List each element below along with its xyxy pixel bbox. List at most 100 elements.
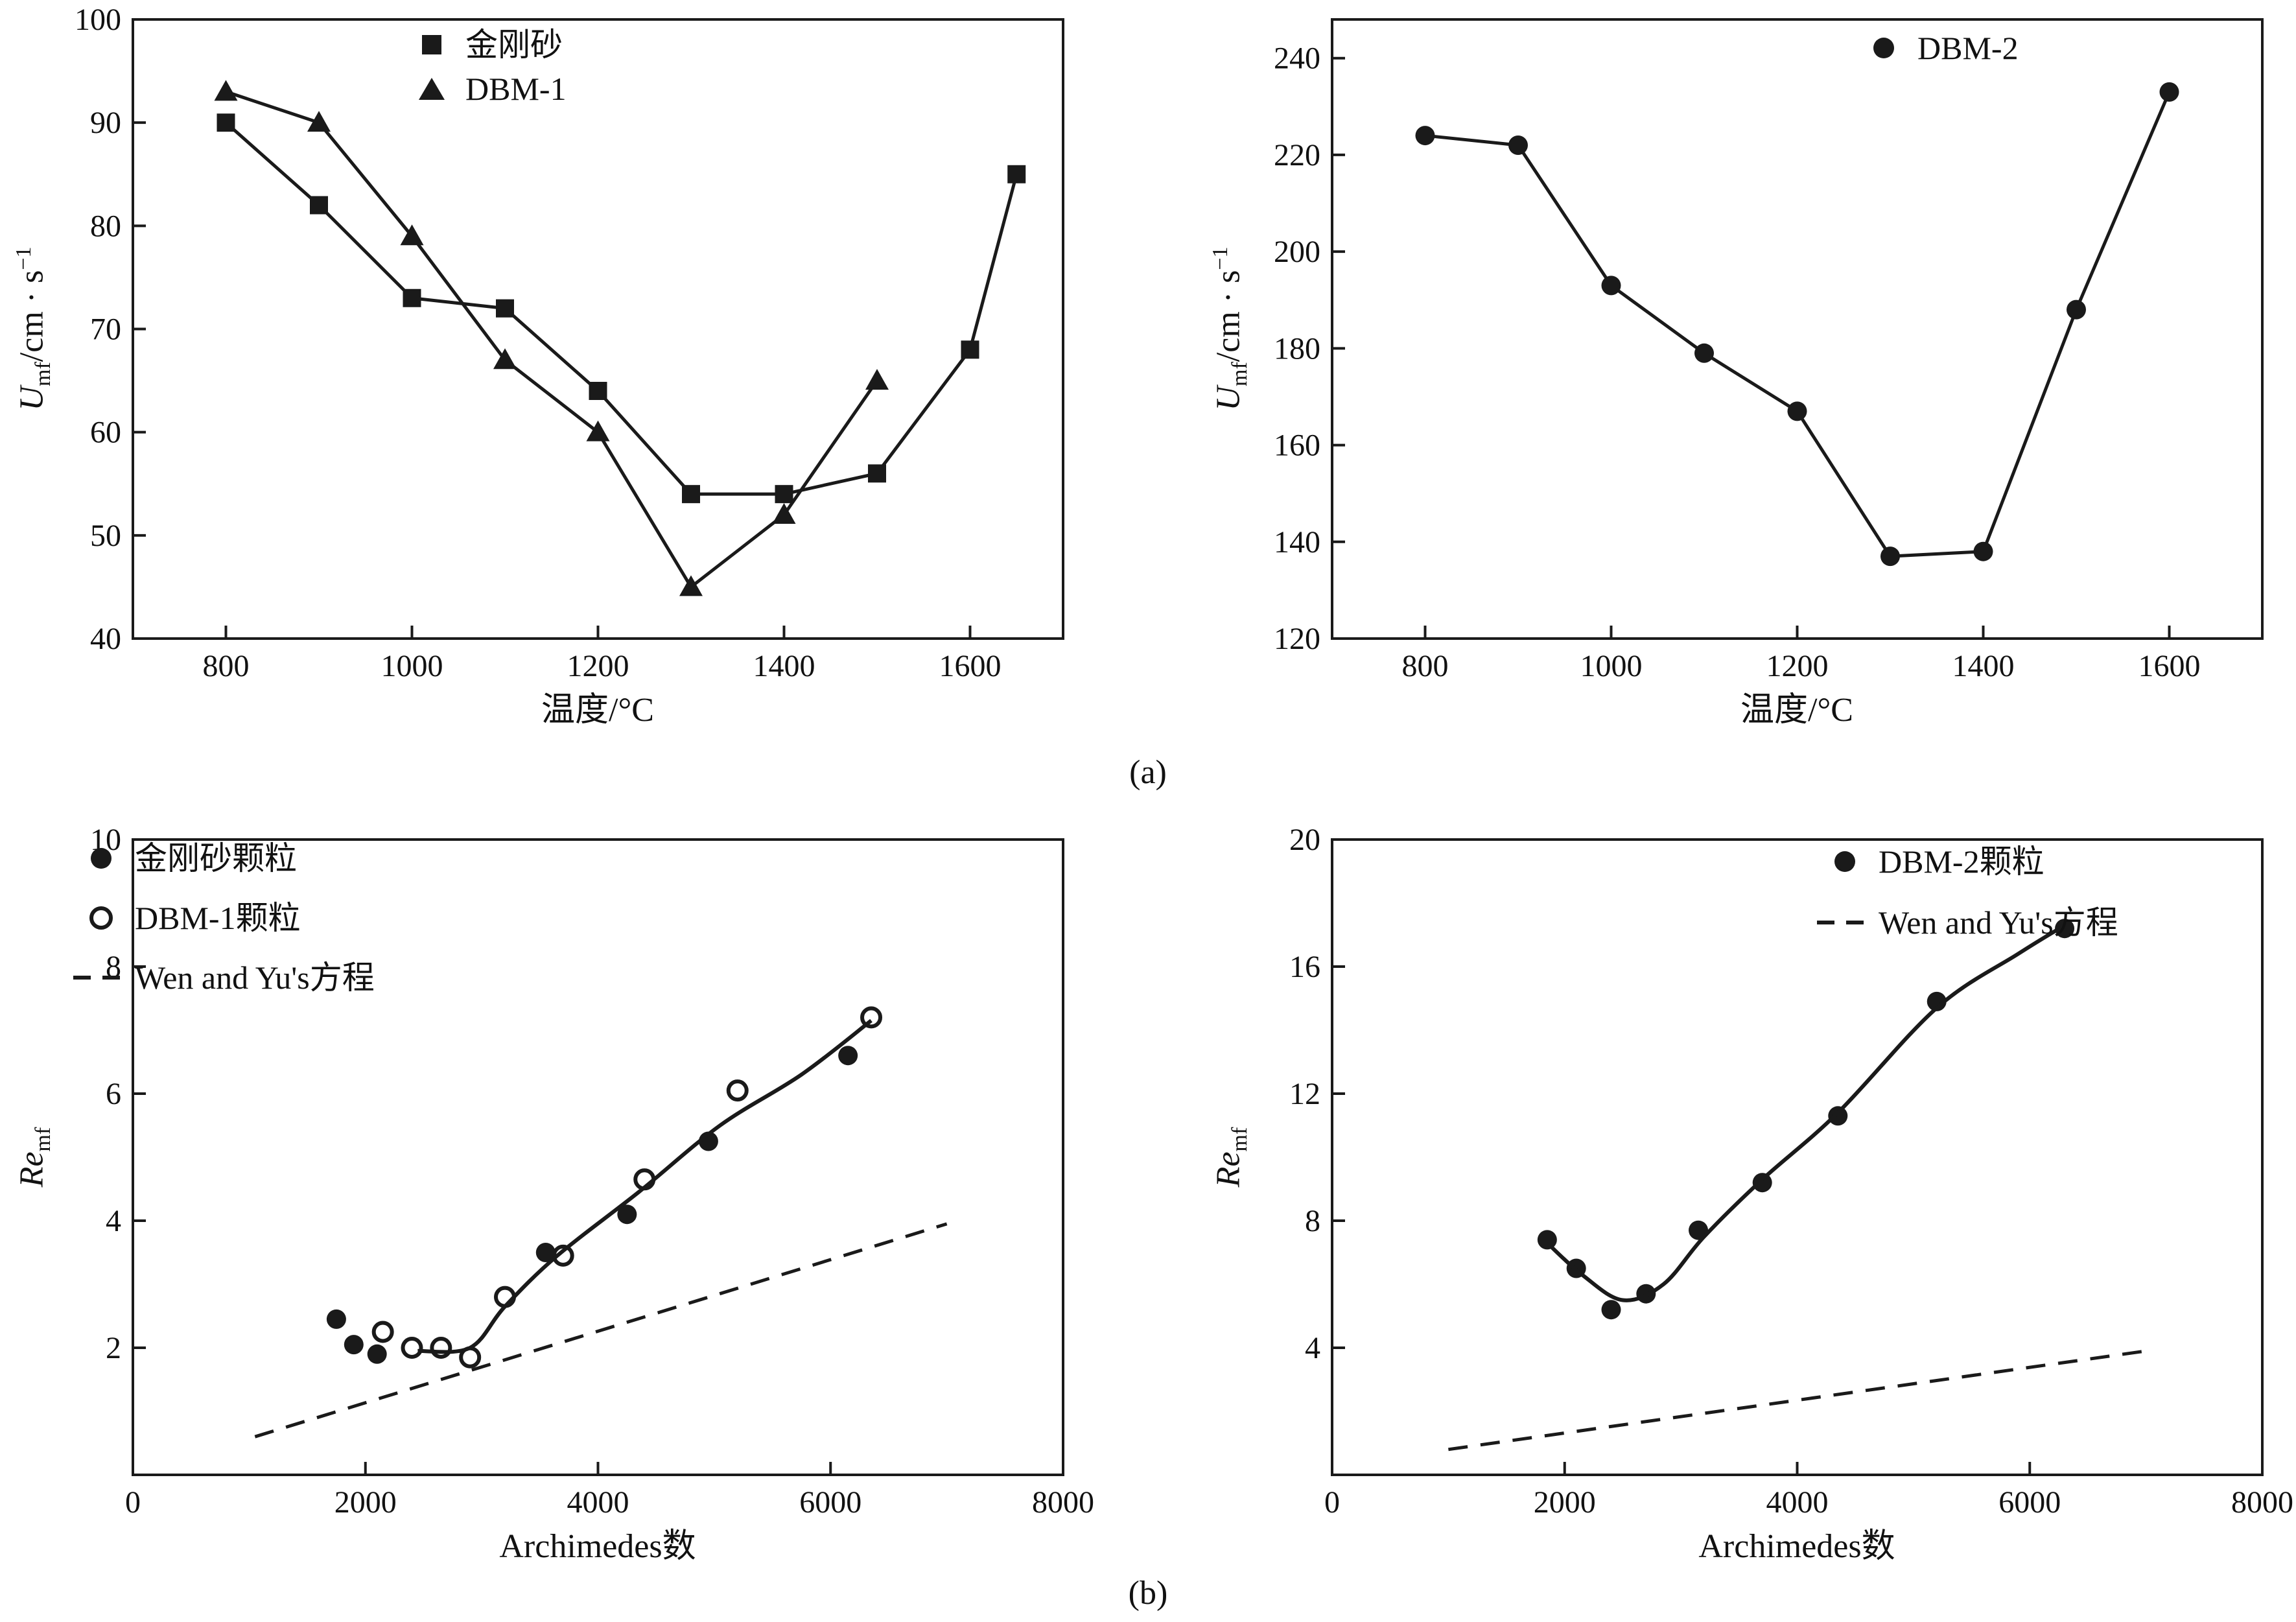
svg-text:4000: 4000 xyxy=(567,1485,629,1520)
y-axis-variable: U xyxy=(13,386,51,411)
svg-text:4: 4 xyxy=(106,1204,121,1238)
svg-text:2: 2 xyxy=(106,1331,121,1365)
svg-text:4: 4 xyxy=(1305,1331,1320,1365)
svg-text:0: 0 xyxy=(125,1485,141,1520)
svg-text:180: 180 xyxy=(1274,331,1320,366)
y-axis-subscript: mf xyxy=(30,1127,55,1152)
svg-text:1200: 1200 xyxy=(567,649,629,683)
filled-circle-marker-icon xyxy=(1854,38,1914,58)
svg-text:1000: 1000 xyxy=(381,649,443,683)
legend-entry: 金刚砂 xyxy=(402,26,567,64)
legend-entry: DBM-1 xyxy=(402,70,567,108)
svg-text:4000: 4000 xyxy=(1766,1485,1829,1520)
legend-label: 金刚砂 xyxy=(465,27,563,63)
svg-text:16: 16 xyxy=(1289,950,1320,984)
legend-entry: 金刚砂颗粒 xyxy=(71,840,375,877)
plot-area: 0 2000 4000 6000 8000 4 8 12 16 20 xyxy=(1289,823,2293,1520)
legend-entry: Wen and Yu's方程 xyxy=(1815,904,2118,941)
svg-text:100: 100 xyxy=(75,3,121,37)
filled-square-marker-icon xyxy=(402,35,462,54)
svg-text:120: 120 xyxy=(1274,622,1320,656)
plot-area: 800 1000 1200 1400 1600 40 50 60 70 80 90 100 xyxy=(75,3,1064,683)
svg-text:6: 6 xyxy=(106,1077,121,1111)
svg-text:160: 160 xyxy=(1274,429,1320,463)
panel-label-a: (a) xyxy=(1129,754,1167,791)
svg-text:8: 8 xyxy=(1305,1204,1320,1238)
svg-text:140: 140 xyxy=(1274,525,1320,559)
chart-remf-archimedes-dbm2: 0 2000 4000 6000 8000 4 8 12 16 20 Remf Archimede… xyxy=(1193,804,2296,1569)
svg-text:90: 90 xyxy=(90,106,121,140)
chart-remf-archimedes-emery-dbm1: 0 2000 4000 6000 8000 2 4 6 8 10 Remf Archimedes数… xyxy=(0,804,1102,1569)
svg-text:1600: 1600 xyxy=(2138,649,2201,683)
svg-text:1000: 1000 xyxy=(1580,649,1643,683)
x-axis-label: 温度/°C xyxy=(1740,692,1853,729)
plot-area: 800 1000 1200 1400 1600 120 140 160 180 200 220 240 xyxy=(1274,18,2264,683)
x-axis-label: Archimedes数 xyxy=(499,1528,696,1565)
svg-text:2000: 2000 xyxy=(1534,1485,1596,1520)
x-axis-label: Archimedes数 xyxy=(1698,1528,1895,1565)
y-axis-superscript: −1 xyxy=(1208,246,1233,270)
dashed-line-icon xyxy=(1815,921,1875,924)
y-axis-unit: /cm · s xyxy=(1210,270,1247,362)
svg-text:40: 40 xyxy=(90,622,121,656)
svg-text:20: 20 xyxy=(1289,823,1320,857)
y-axis-unit: /cm · s xyxy=(13,270,51,362)
y-axis-label: Umf/cm · s−1 xyxy=(12,246,56,410)
svg-text:6000: 6000 xyxy=(1998,1485,2061,1520)
y-axis-variable: Re xyxy=(1210,1151,1247,1188)
legend-label: 金刚砂颗粒 xyxy=(135,840,297,876)
svg-text:8000: 8000 xyxy=(2231,1485,2293,1520)
svg-text:1400: 1400 xyxy=(1952,649,2015,683)
svg-text:0: 0 xyxy=(1324,1485,1340,1520)
legend-entry: DBM-1颗粒 xyxy=(71,899,375,937)
legend-label: Wen and Yu's方程 xyxy=(1879,904,2118,941)
y-axis-label: Remf xyxy=(12,1127,56,1188)
legend-entry: Wen and Yu's方程 xyxy=(71,959,375,996)
legend: DBM-2 xyxy=(1854,29,2019,67)
svg-text:12: 12 xyxy=(1289,1077,1320,1111)
y-axis-label: Umf/cm · s−1 xyxy=(1208,246,1252,410)
y-axis-subscript: mf xyxy=(1227,1127,1252,1152)
legend-label: DBM-1 xyxy=(465,71,567,107)
x-axis-label: 温度/°C xyxy=(541,692,654,729)
legend-label: DBM-2 xyxy=(1917,30,2019,66)
open-circle-marker-icon xyxy=(71,906,131,930)
svg-text:1600: 1600 xyxy=(939,649,1002,683)
dashed-line-icon xyxy=(71,976,131,980)
svg-text:220: 220 xyxy=(1274,138,1320,172)
legend: 金刚砂 DBM-1 xyxy=(402,26,567,108)
svg-text:70: 70 xyxy=(90,312,121,347)
y-axis-variable: Re xyxy=(13,1151,51,1188)
y-axis-variable: U xyxy=(1210,386,1247,411)
legend-label: DBM-2颗粒 xyxy=(1879,843,2044,880)
legend: DBM-2颗粒 Wen and Yu's方程 xyxy=(1815,843,2118,941)
filled-circle-marker-icon xyxy=(1815,851,1875,872)
filled-circle-marker-icon xyxy=(71,848,131,869)
svg-text:50: 50 xyxy=(90,519,121,553)
svg-text:2000: 2000 xyxy=(334,1485,397,1520)
svg-text:800: 800 xyxy=(1402,649,1449,683)
chart-umf-temperature-dbm2: 800 1000 1200 1400 1600 120 140 160 180 200 220 240… xyxy=(1193,0,2296,752)
y-axis-superscript: −1 xyxy=(12,246,36,270)
legend-label: Wen and Yu's方程 xyxy=(135,959,375,996)
chart-umf-temperature-emery-dbm1: 800 1000 1200 1400 1600 40 50 60 70 80 90 100 Umf/c… xyxy=(0,0,1102,752)
y-axis-subscript: mf xyxy=(1227,362,1252,386)
filled-triangle-marker-icon xyxy=(402,78,462,100)
legend-label: DBM-1颗粒 xyxy=(135,900,301,936)
svg-text:6000: 6000 xyxy=(799,1485,861,1520)
svg-text:8000: 8000 xyxy=(1032,1485,1094,1520)
svg-text:800: 800 xyxy=(203,649,250,683)
legend: 金刚砂颗粒 DBM-1颗粒 Wen and Yu's方程 xyxy=(71,840,375,996)
svg-text:80: 80 xyxy=(90,209,121,243)
legend-entry: DBM-2 xyxy=(1854,29,2019,67)
svg-text:240: 240 xyxy=(1274,41,1320,76)
y-axis-subscript: mf xyxy=(30,362,55,386)
y-axis-label: Remf xyxy=(1208,1127,1252,1188)
svg-text:60: 60 xyxy=(90,416,121,450)
svg-text:1400: 1400 xyxy=(753,649,815,683)
panel-label-b: (b) xyxy=(1128,1575,1168,1612)
svg-text:1200: 1200 xyxy=(1766,649,1829,683)
legend-entry: DBM-2颗粒 xyxy=(1815,843,2118,880)
svg-text:200: 200 xyxy=(1274,235,1320,269)
